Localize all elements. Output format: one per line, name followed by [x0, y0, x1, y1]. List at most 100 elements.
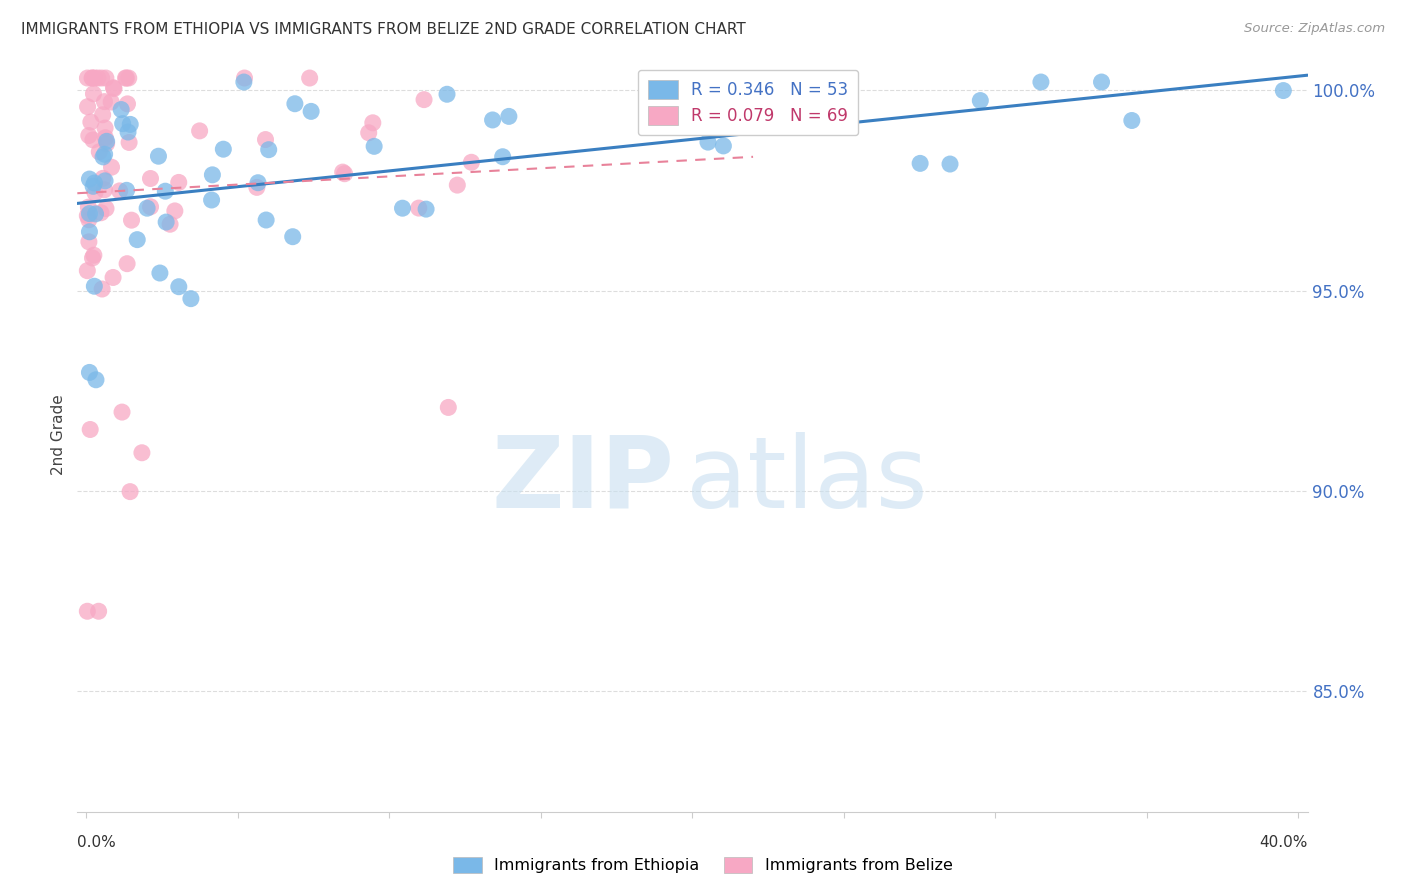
Point	[436, 87, 458, 102]
Point	[149, 266, 172, 280]
Point	[1090, 75, 1112, 89]
Point	[413, 93, 436, 107]
Point	[108, 184, 131, 198]
Point	[333, 167, 356, 181]
Point	[460, 155, 482, 169]
Point	[82, 251, 104, 265]
Point	[82, 70, 104, 85]
Point	[87, 604, 110, 618]
Point	[408, 201, 430, 215]
Point	[139, 171, 162, 186]
Point	[1121, 113, 1143, 128]
Point	[87, 70, 110, 85]
Point	[91, 171, 114, 186]
Point	[100, 160, 122, 174]
Point	[415, 202, 437, 216]
Point	[77, 128, 100, 143]
Point	[361, 116, 384, 130]
Point	[446, 178, 468, 193]
Point	[117, 96, 139, 111]
Point	[357, 126, 380, 140]
Text: 40.0%: 40.0%	[1260, 836, 1308, 850]
Point	[93, 183, 115, 197]
Point	[121, 213, 143, 227]
Point	[76, 70, 98, 85]
Point	[103, 81, 125, 95]
Point	[110, 103, 132, 117]
Point	[80, 115, 103, 129]
Point	[100, 95, 122, 109]
Point	[498, 109, 520, 123]
Point	[188, 124, 211, 138]
Point	[391, 201, 413, 215]
Point	[908, 156, 931, 170]
Point	[103, 80, 125, 95]
Point	[91, 282, 114, 296]
Point	[79, 422, 101, 436]
Point	[94, 130, 117, 145]
Point	[136, 201, 159, 215]
Point	[91, 108, 114, 122]
Point	[246, 176, 269, 190]
Point	[111, 117, 134, 131]
Point	[115, 257, 138, 271]
Point	[76, 209, 98, 223]
Point	[79, 172, 101, 186]
Point	[131, 446, 153, 460]
Point	[114, 70, 136, 85]
Point	[115, 183, 138, 197]
Point	[969, 94, 991, 108]
Point	[101, 270, 124, 285]
Legend: R = 0.346   N = 53, R = 0.079   N = 69: R = 0.346 N = 53, R = 0.079 N = 69	[637, 70, 858, 136]
Point	[83, 248, 105, 262]
Point	[180, 292, 202, 306]
Point	[437, 401, 460, 415]
Point	[79, 225, 101, 239]
Point	[89, 145, 111, 159]
Point	[82, 133, 104, 147]
Point	[281, 229, 304, 244]
Point	[82, 179, 104, 194]
Point	[1272, 84, 1295, 98]
Point	[167, 279, 190, 293]
Point	[332, 165, 354, 179]
Point	[76, 263, 98, 277]
Point	[257, 143, 280, 157]
Point	[93, 147, 115, 161]
Point	[298, 70, 321, 85]
Point	[697, 135, 720, 149]
Point	[94, 202, 117, 216]
Point	[118, 136, 141, 150]
Point	[167, 176, 190, 190]
Text: ZIP: ZIP	[491, 432, 673, 529]
Text: atlas: atlas	[686, 432, 928, 529]
Point	[200, 193, 222, 207]
Point	[77, 200, 100, 214]
Point	[148, 149, 170, 163]
Point	[118, 70, 141, 85]
Text: Source: ZipAtlas.com: Source: ZipAtlas.com	[1244, 22, 1385, 36]
Point	[201, 168, 224, 182]
Text: 0.0%: 0.0%	[77, 836, 117, 850]
Point	[84, 207, 107, 221]
Point	[246, 180, 269, 194]
Legend: Immigrants from Ethiopia, Immigrants from Belize: Immigrants from Ethiopia, Immigrants fro…	[447, 850, 959, 880]
Point	[79, 366, 101, 380]
Point	[159, 217, 181, 231]
Point	[163, 203, 186, 218]
Point	[84, 186, 107, 200]
Text: IMMIGRANTS FROM ETHIOPIA VS IMMIGRANTS FROM BELIZE 2ND GRADE CORRELATION CHART: IMMIGRANTS FROM ETHIOPIA VS IMMIGRANTS F…	[21, 22, 745, 37]
Point	[93, 95, 115, 109]
Point	[83, 279, 105, 293]
Point	[139, 200, 162, 214]
Point	[79, 206, 101, 220]
Point	[233, 70, 256, 85]
Point	[155, 184, 177, 198]
Point	[96, 134, 118, 148]
Point	[232, 75, 254, 89]
Point	[96, 136, 118, 151]
Y-axis label: 2nd Grade: 2nd Grade	[51, 394, 66, 475]
Point	[363, 139, 385, 153]
Point	[83, 70, 105, 85]
Point	[94, 121, 117, 136]
